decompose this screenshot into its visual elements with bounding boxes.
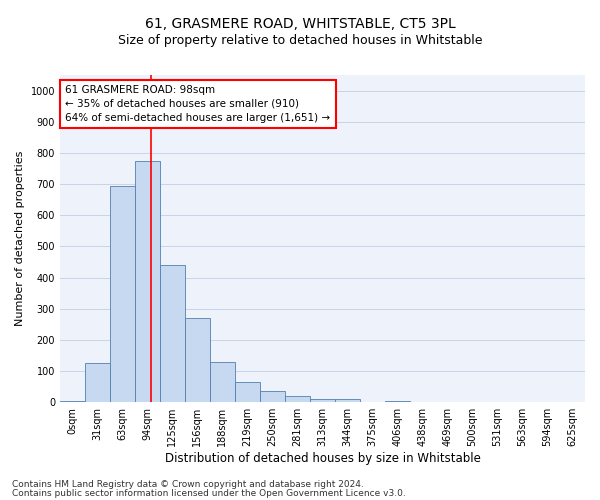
Bar [260,392,285,402]
Y-axis label: Number of detached properties: Number of detached properties [15,151,25,326]
Bar [160,265,185,402]
Bar [60,400,85,402]
Bar [385,400,410,402]
Bar [335,399,360,402]
Bar [210,362,235,402]
Text: 61 GRASMERE ROAD: 98sqm
← 35% of detached houses are smaller (910)
64% of semi-d: 61 GRASMERE ROAD: 98sqm ← 35% of detache… [65,85,330,123]
Bar [135,160,160,402]
Text: Size of property relative to detached houses in Whitstable: Size of property relative to detached ho… [118,34,482,47]
X-axis label: Distribution of detached houses by size in Whitstable: Distribution of detached houses by size … [164,452,481,465]
Bar [310,399,335,402]
Text: Contains HM Land Registry data © Crown copyright and database right 2024.: Contains HM Land Registry data © Crown c… [12,480,364,489]
Bar [110,186,135,402]
Text: 61, GRASMERE ROAD, WHITSTABLE, CT5 3PL: 61, GRASMERE ROAD, WHITSTABLE, CT5 3PL [145,18,455,32]
Text: Contains public sector information licensed under the Open Government Licence v3: Contains public sector information licen… [12,488,406,498]
Bar [85,364,110,402]
Bar [235,382,260,402]
Bar [285,396,310,402]
Bar [185,318,210,402]
